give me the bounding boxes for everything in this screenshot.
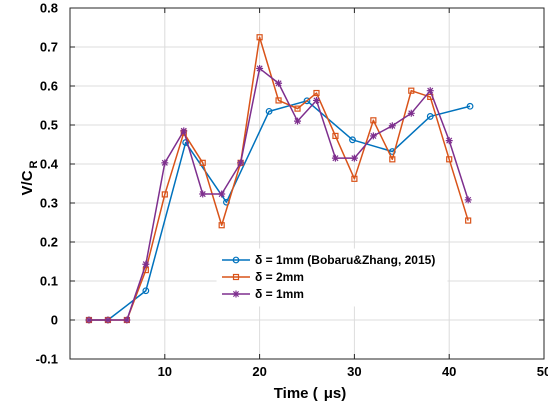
data-point xyxy=(370,117,377,124)
ticks: 10 20 30 40 50 -0.1 0 0.1 0.2 0.3 0.4 0.5 0.6 0.7 0.8 xyxy=(36,1,548,380)
data-point xyxy=(161,159,169,167)
data-point xyxy=(313,89,320,97)
data-point xyxy=(445,137,453,145)
y-tick-label: 0 xyxy=(51,313,58,328)
x-tick-label: 40 xyxy=(442,364,456,379)
data-point xyxy=(426,113,434,120)
data-point xyxy=(256,64,264,72)
data-point xyxy=(369,132,377,140)
legend-label: δ = 1mm xyxy=(255,287,304,301)
data-point xyxy=(218,190,226,198)
data-point xyxy=(350,154,358,162)
plot-frame xyxy=(69,7,545,360)
series-line xyxy=(88,36,469,321)
svg-text:V/CR: V/C R xyxy=(19,160,40,195)
data-point xyxy=(389,156,396,163)
x-tick-label: 30 xyxy=(347,364,361,379)
y-axis-title: V/C R xyxy=(19,160,40,195)
data-point xyxy=(161,191,168,198)
y-tick-label: 0.2 xyxy=(40,235,58,250)
legend-item: δ = 1mm xyxy=(222,287,304,301)
legend-label: δ = 2mm xyxy=(255,270,304,284)
data-point xyxy=(142,260,150,268)
y-axis-title-main: V/C xyxy=(19,170,36,195)
data-point xyxy=(275,97,282,104)
legend-marker xyxy=(232,290,240,298)
data-point xyxy=(218,222,225,229)
legend-item: δ = 2mm xyxy=(222,270,304,284)
y-tick-label: 0.4 xyxy=(40,157,59,172)
data-point xyxy=(331,154,339,162)
y-tick-label: 0.8 xyxy=(40,1,58,16)
y-tick-label: 0.3 xyxy=(40,196,58,211)
data-point xyxy=(388,122,396,130)
data-point xyxy=(199,159,206,166)
data-point xyxy=(199,190,207,198)
legend-box xyxy=(216,248,448,307)
data-point xyxy=(85,316,93,324)
axes xyxy=(69,7,545,360)
x-tick-label: 10 xyxy=(158,364,172,379)
data-point xyxy=(265,107,273,115)
x-tick-label: 20 xyxy=(252,364,266,379)
legend-marker xyxy=(232,273,240,281)
data-point xyxy=(256,34,263,41)
data-point xyxy=(464,196,472,204)
data-point xyxy=(351,175,358,182)
data-point xyxy=(465,217,472,224)
x-tick-label: 50 xyxy=(537,364,548,379)
data-point xyxy=(142,287,150,295)
data-point xyxy=(237,159,245,167)
data-point xyxy=(332,132,339,140)
data-point xyxy=(180,127,188,135)
x-axis-title: Time ( μs) xyxy=(274,385,346,402)
data-point xyxy=(294,117,302,125)
data-point xyxy=(275,79,283,87)
data-point xyxy=(408,87,415,94)
y-tick-label: 0.6 xyxy=(40,79,58,94)
series-3 xyxy=(85,64,472,324)
data-point xyxy=(294,105,301,112)
data-point xyxy=(426,87,434,95)
data-point xyxy=(466,102,474,110)
data-point xyxy=(303,97,311,105)
legend: δ = 1mm (Bobaru&Zhang, 2015) δ = 2mm δ = 1… xyxy=(216,248,448,307)
y-tick-label: 0.1 xyxy=(40,274,58,289)
legend-item: δ = 1mm (Bobaru&Zhang, 2015) xyxy=(222,253,435,267)
data-point xyxy=(312,96,320,104)
data-point xyxy=(407,109,415,117)
y-tick-label: -0.1 xyxy=(36,352,58,367)
data-point xyxy=(123,316,131,324)
data-point xyxy=(349,136,356,144)
legend-marker xyxy=(232,256,240,264)
y-tick-label: 0.5 xyxy=(40,118,58,133)
data-point xyxy=(446,156,453,163)
y-axis-title-subscript: R xyxy=(28,160,40,168)
series xyxy=(85,34,474,324)
y-tick-label: 0.7 xyxy=(40,40,58,55)
grid xyxy=(70,8,544,359)
data-point xyxy=(104,316,112,324)
legend-label: δ = 1mm (Bobaru&Zhang, 2015) xyxy=(255,253,435,267)
